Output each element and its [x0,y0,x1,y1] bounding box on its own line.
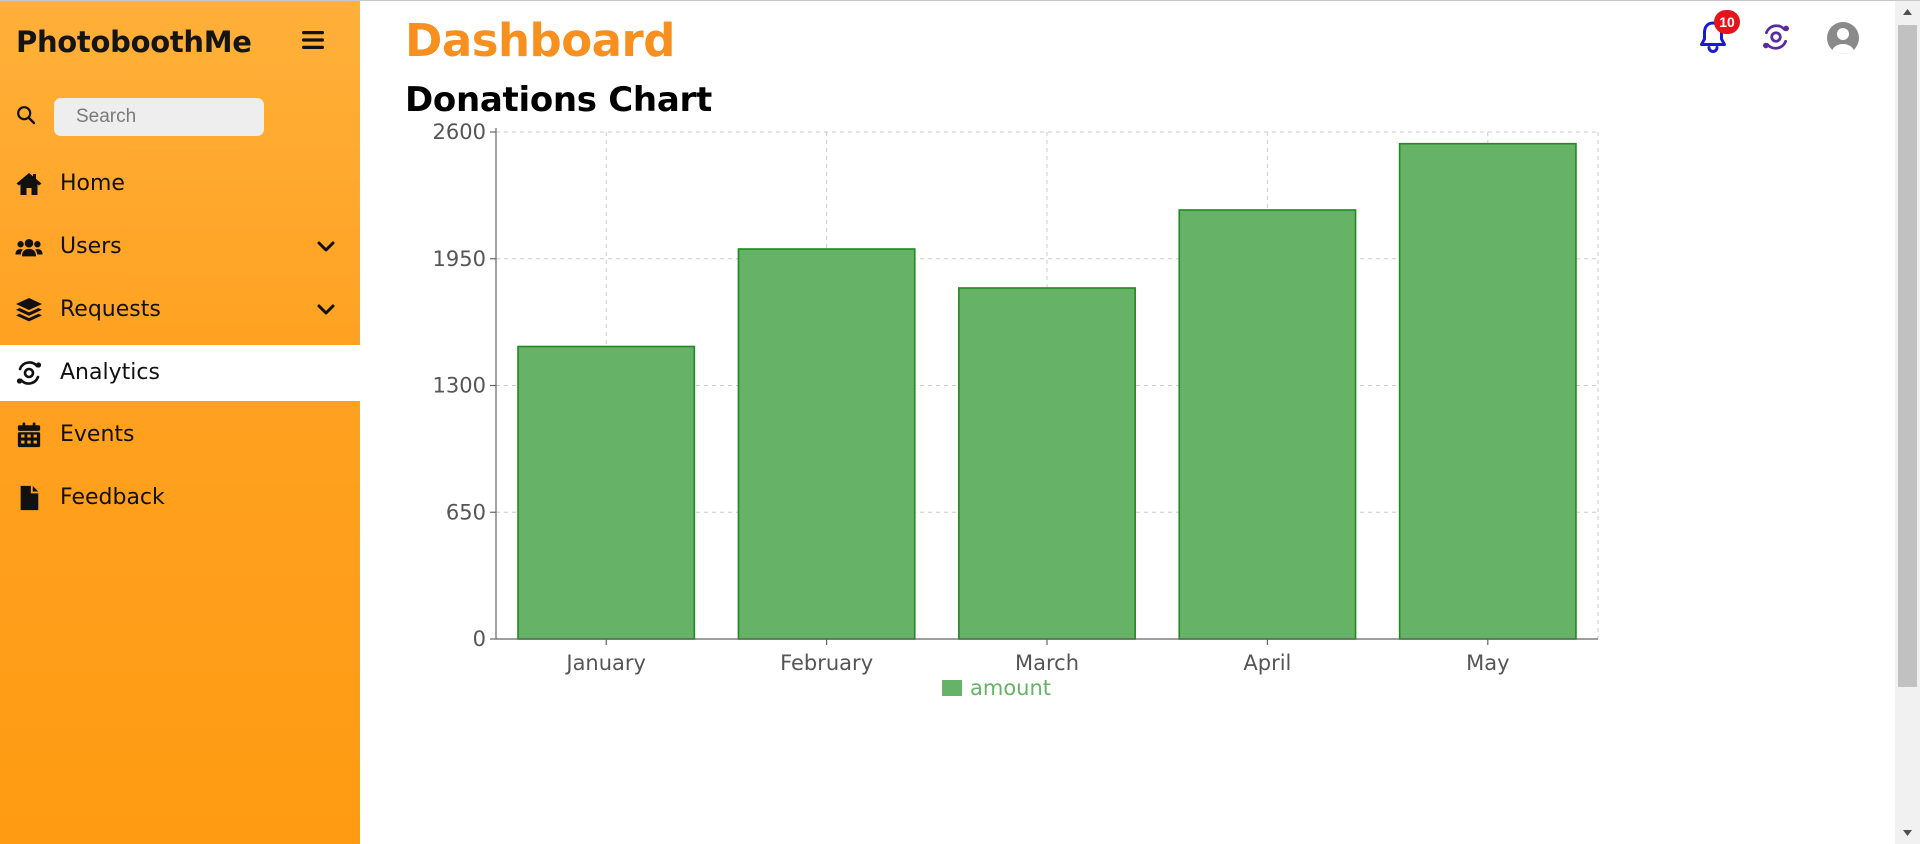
analytics-icon[interactable] [1761,22,1791,52]
sidebar-item-analytics[interactable]: Analytics [0,345,360,401]
x-tick-label: February [780,651,873,675]
sidebar-item-label: Events [60,422,135,447]
x-tick-label: March [1015,651,1079,675]
sidebar-item-home[interactable]: Home [0,156,360,212]
legend-label-amount: amount [970,676,1051,700]
x-tick-label: May [1466,651,1509,675]
vertical-scrollbar[interactable] [1895,1,1920,844]
y-tick-label: 1950 [433,247,486,271]
calendar-icon [17,422,41,448]
search-input[interactable] [54,98,264,136]
chevron-down-icon[interactable] [316,239,336,255]
brand-logo: PhotoboothMe [16,25,252,59]
sidebar-item-label: Users [60,234,122,259]
scroll-down-arrow-icon[interactable] [1895,822,1920,844]
y-tick-label: 650 [446,500,486,524]
y-tick-label: 2600 [433,120,486,144]
y-tick-label: 0 [473,627,486,651]
sidebar-item-feedback[interactable]: Feedback [0,470,360,526]
bar-april [1178,209,1357,640]
analytics-icon [16,361,42,385]
bar-may [1398,142,1577,640]
chart-title: Donations Chart [405,80,712,120]
donations-bar-chart: 0 650 1300 1950 2600 January February March Apri… [433,120,1599,700]
home-icon [16,173,42,195]
bar-january [517,345,696,640]
sidebar: PhotoboothMe Home Users [0,1,360,844]
notification-badge: 10 [1714,10,1740,34]
layers-icon [16,298,42,322]
window-top-border [0,0,1920,1]
chevron-down-icon[interactable] [316,302,336,318]
users-icon [15,238,43,257]
sidebar-item-events[interactable]: Events [0,407,360,463]
file-icon [20,485,39,511]
x-tick-label: April [1243,651,1291,675]
sidebar-item-requests[interactable]: Requests [0,282,360,338]
bar-february [737,248,916,640]
x-tick-label: January [564,651,646,675]
scroll-up-arrow-icon[interactable] [1895,1,1920,23]
y-tick-label: 1300 [433,374,486,398]
sidebar-item-users[interactable]: Users [0,219,360,275]
search-icon[interactable] [16,105,36,125]
sidebar-item-label: Analytics [60,360,160,385]
user-avatar-icon[interactable] [1826,21,1860,55]
sidebar-item-label: Home [60,171,125,196]
legend-swatch [942,680,962,696]
hamburger-menu-icon[interactable] [300,29,326,51]
page-title: Dashboard [405,14,675,67]
sidebar-item-label: Requests [60,297,161,322]
scrollbar-thumb[interactable] [1898,25,1917,687]
bar-march [958,287,1136,640]
sidebar-item-label: Feedback [60,485,165,510]
